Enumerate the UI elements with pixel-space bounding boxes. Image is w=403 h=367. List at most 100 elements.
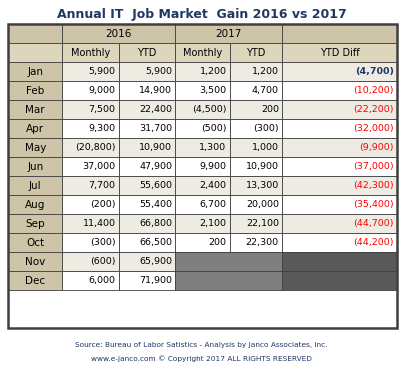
Text: 47,900: 47,900 bbox=[139, 163, 172, 171]
Text: 5,900: 5,900 bbox=[89, 68, 116, 76]
Bar bbox=[175, 101, 230, 119]
Text: 3,500: 3,500 bbox=[199, 86, 226, 95]
Text: 10,900: 10,900 bbox=[246, 163, 279, 171]
Bar bbox=[282, 233, 397, 252]
Bar bbox=[8, 272, 62, 290]
Text: 22,300: 22,300 bbox=[246, 239, 279, 247]
Text: Apr: Apr bbox=[26, 124, 44, 134]
Text: 6,700: 6,700 bbox=[199, 200, 226, 210]
Bar bbox=[119, 101, 175, 119]
Text: 10,900: 10,900 bbox=[139, 143, 172, 152]
Bar bbox=[8, 24, 62, 43]
Text: 71,900: 71,900 bbox=[139, 276, 172, 286]
Bar bbox=[230, 177, 282, 195]
Bar bbox=[8, 233, 62, 252]
Text: (44,700): (44,700) bbox=[353, 219, 394, 228]
Bar bbox=[62, 272, 119, 290]
Bar bbox=[282, 62, 397, 81]
Text: Dec: Dec bbox=[25, 276, 45, 286]
Bar bbox=[230, 62, 282, 81]
Text: (22,200): (22,200) bbox=[353, 105, 394, 115]
Bar bbox=[119, 252, 175, 272]
Bar bbox=[8, 157, 62, 177]
Text: (9,900): (9,900) bbox=[359, 143, 394, 152]
Bar bbox=[282, 177, 397, 195]
Bar bbox=[175, 43, 230, 62]
Bar bbox=[62, 252, 119, 272]
Text: (500): (500) bbox=[201, 124, 226, 134]
Text: 2016: 2016 bbox=[106, 29, 132, 39]
Text: 1,200: 1,200 bbox=[252, 68, 279, 76]
Bar bbox=[62, 177, 119, 195]
Bar bbox=[175, 119, 230, 138]
Bar bbox=[8, 62, 62, 81]
Bar bbox=[282, 195, 397, 214]
Bar bbox=[175, 157, 230, 177]
Text: Oct: Oct bbox=[26, 238, 44, 248]
Bar bbox=[62, 81, 119, 101]
Text: 2017: 2017 bbox=[216, 29, 242, 39]
Text: 14,900: 14,900 bbox=[139, 86, 172, 95]
Text: 4,700: 4,700 bbox=[252, 86, 279, 95]
Bar bbox=[62, 138, 119, 157]
Bar bbox=[119, 214, 175, 233]
Bar bbox=[8, 24, 397, 328]
Text: 1,200: 1,200 bbox=[199, 68, 226, 76]
Bar bbox=[230, 195, 282, 214]
Bar bbox=[175, 62, 230, 81]
Text: Source: Bureau of Labor Satistics - Analysis by Janco Associates, Inc.: Source: Bureau of Labor Satistics - Anal… bbox=[75, 342, 328, 348]
Text: (32,000): (32,000) bbox=[353, 124, 394, 134]
Text: (300): (300) bbox=[253, 124, 279, 134]
Bar bbox=[62, 214, 119, 233]
Bar bbox=[119, 195, 175, 214]
Text: 6,000: 6,000 bbox=[89, 276, 116, 286]
Text: Feb: Feb bbox=[26, 86, 44, 96]
Text: (42,300): (42,300) bbox=[353, 181, 394, 190]
Bar bbox=[282, 214, 397, 233]
Text: 65,900: 65,900 bbox=[139, 257, 172, 266]
Bar bbox=[230, 43, 282, 62]
Bar bbox=[62, 43, 119, 62]
Text: 31,700: 31,700 bbox=[139, 124, 172, 134]
Bar bbox=[62, 119, 119, 138]
Text: (4,700): (4,700) bbox=[355, 68, 394, 76]
Text: 2,100: 2,100 bbox=[199, 219, 226, 228]
Text: 66,500: 66,500 bbox=[139, 239, 172, 247]
Bar bbox=[8, 81, 62, 101]
Bar bbox=[119, 81, 175, 101]
Bar bbox=[119, 157, 175, 177]
Bar bbox=[230, 81, 282, 101]
Bar bbox=[119, 119, 175, 138]
Bar bbox=[119, 233, 175, 252]
Bar bbox=[230, 157, 282, 177]
Bar bbox=[175, 214, 230, 233]
Text: 1,300: 1,300 bbox=[199, 143, 226, 152]
Text: Mar: Mar bbox=[25, 105, 45, 115]
Text: 7,500: 7,500 bbox=[89, 105, 116, 115]
Text: Annual IT  Job Market  Gain 2016 vs 2017: Annual IT Job Market Gain 2016 vs 2017 bbox=[57, 8, 346, 21]
Text: 22,400: 22,400 bbox=[139, 105, 172, 115]
Text: 9,900: 9,900 bbox=[199, 163, 226, 171]
Bar bbox=[230, 233, 282, 252]
Text: 5,900: 5,900 bbox=[145, 68, 172, 76]
Text: (44,200): (44,200) bbox=[353, 239, 394, 247]
Bar bbox=[175, 177, 230, 195]
Bar bbox=[282, 81, 397, 101]
Bar bbox=[282, 119, 397, 138]
Bar bbox=[175, 138, 230, 157]
Bar bbox=[8, 177, 62, 195]
Text: (200): (200) bbox=[90, 200, 116, 210]
Bar bbox=[62, 101, 119, 119]
Text: 7,700: 7,700 bbox=[89, 181, 116, 190]
Bar bbox=[175, 24, 282, 43]
Bar bbox=[119, 272, 175, 290]
Bar bbox=[8, 195, 62, 214]
Text: (35,400): (35,400) bbox=[353, 200, 394, 210]
Bar bbox=[62, 24, 175, 43]
Text: 22,100: 22,100 bbox=[246, 219, 279, 228]
Bar bbox=[175, 233, 230, 252]
Bar bbox=[62, 233, 119, 252]
Text: 55,400: 55,400 bbox=[139, 200, 172, 210]
Text: (10,200): (10,200) bbox=[353, 86, 394, 95]
Bar bbox=[175, 252, 282, 272]
